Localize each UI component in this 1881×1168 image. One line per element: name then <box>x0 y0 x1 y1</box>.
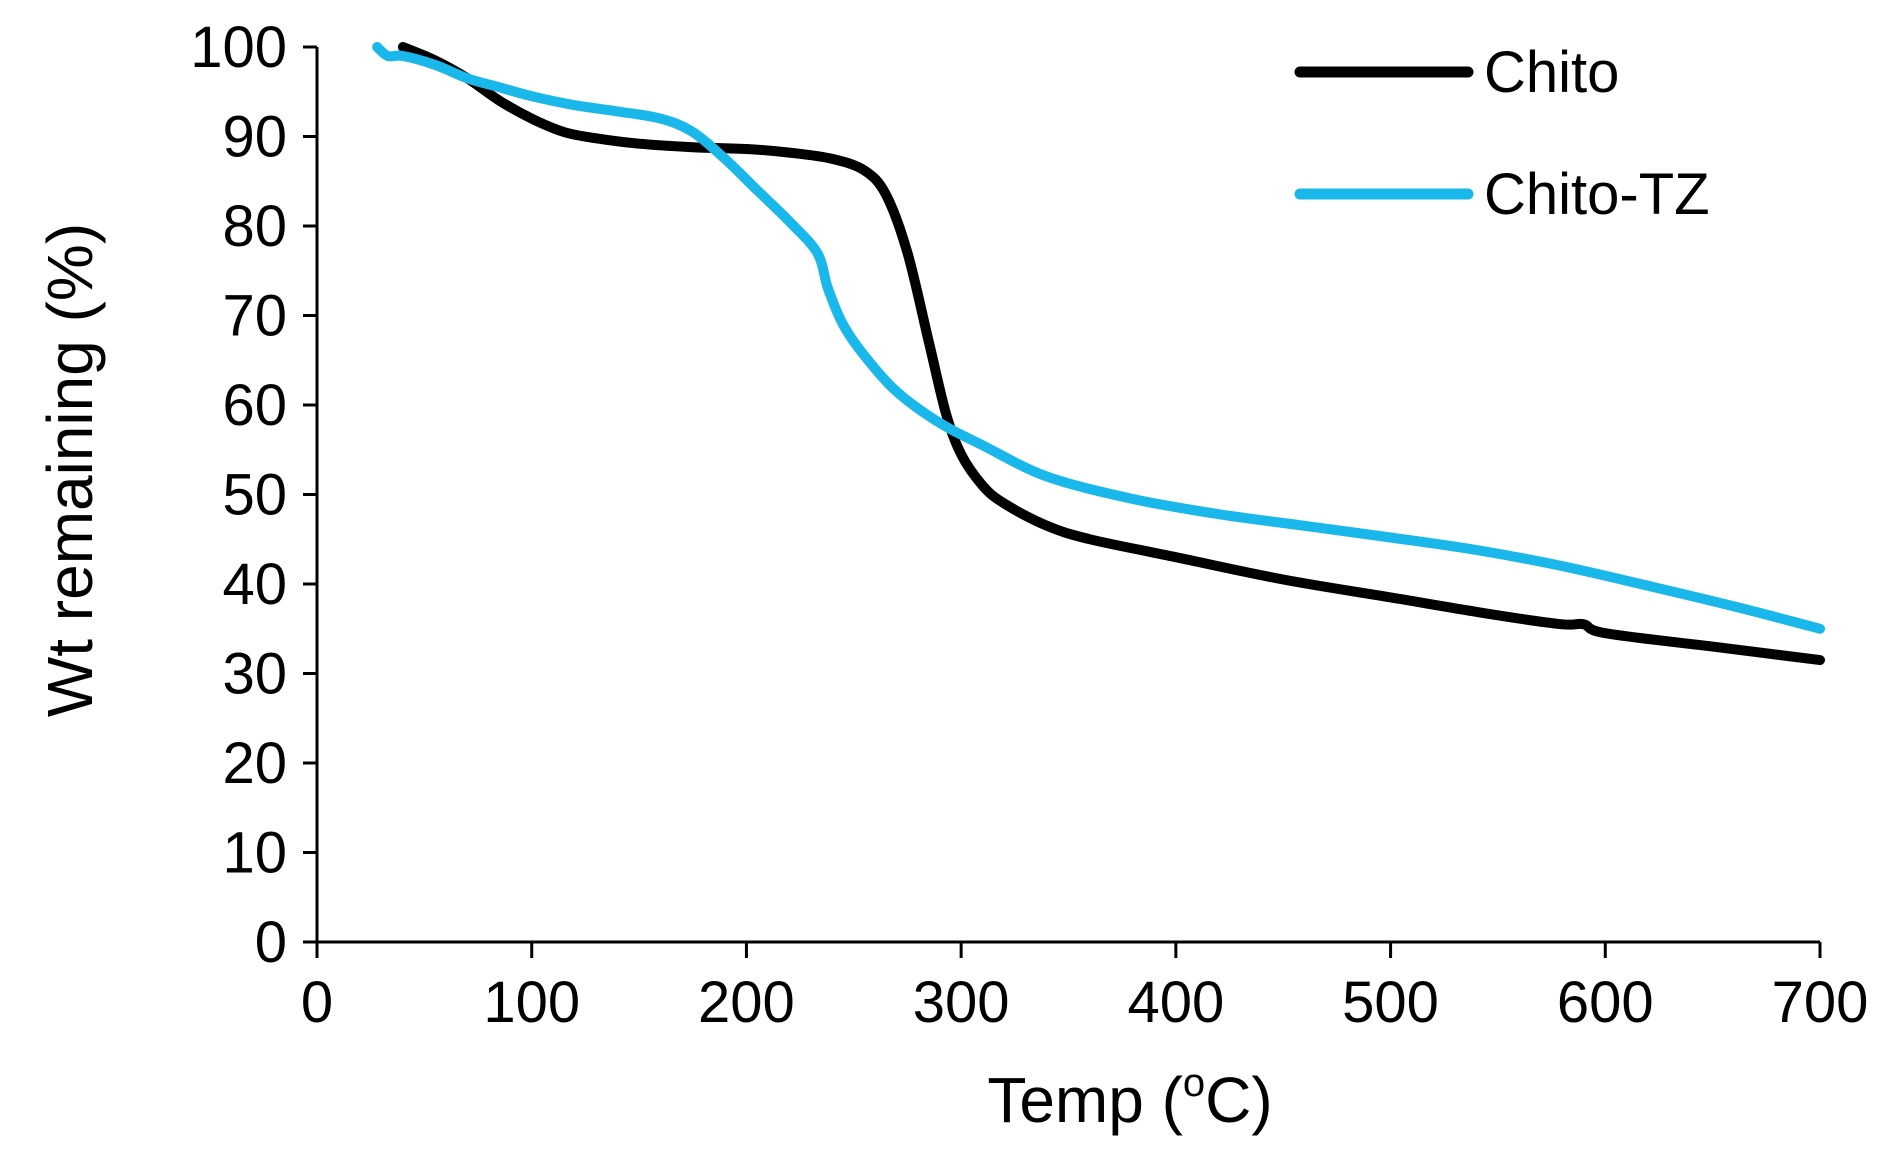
x-tick-label: 300 <box>913 970 1010 1035</box>
x-axis-title: Temp (oC) <box>987 1061 1272 1136</box>
x-tick-label: 200 <box>698 970 795 1035</box>
legend-label-chito: Chito <box>1484 40 1619 105</box>
y-tick-label: 30 <box>222 642 287 707</box>
y-tick-label: 70 <box>222 284 287 349</box>
y-tick-label: 20 <box>222 731 287 796</box>
legend-label-chito-tz: Chito-TZ <box>1484 162 1710 227</box>
y-tick-label: 100 <box>190 15 287 80</box>
y-tick-label: 60 <box>222 373 287 438</box>
axis-ticks: 0 10 20 30 40 50 60 70 80 90 100 0 100 200 300 400 500 60… <box>190 15 1868 1035</box>
y-tick-label: 90 <box>222 105 287 170</box>
y-tick-label: 50 <box>222 463 287 528</box>
x-tick-label: 0 <box>301 970 333 1035</box>
series-line-chito-tz <box>372 42 1825 634</box>
legend: Chito Chito-TZ <box>1294 40 1710 227</box>
x-tick-label: 400 <box>1127 970 1224 1035</box>
y-axis-title: Wt remaining (%) <box>34 223 106 717</box>
x-tick-label: 100 <box>483 970 580 1035</box>
series-line-chito <box>397 42 1825 666</box>
y-tick-label: 80 <box>222 194 287 259</box>
y-tick-label: 0 <box>255 910 287 975</box>
x-tick-label: 600 <box>1557 970 1654 1035</box>
y-tick-label: 10 <box>222 821 287 886</box>
x-tick-label: 500 <box>1342 970 1439 1035</box>
series-layer <box>372 42 1825 666</box>
y-tick-label: 40 <box>222 552 287 617</box>
x-tick-label: 700 <box>1772 970 1869 1035</box>
